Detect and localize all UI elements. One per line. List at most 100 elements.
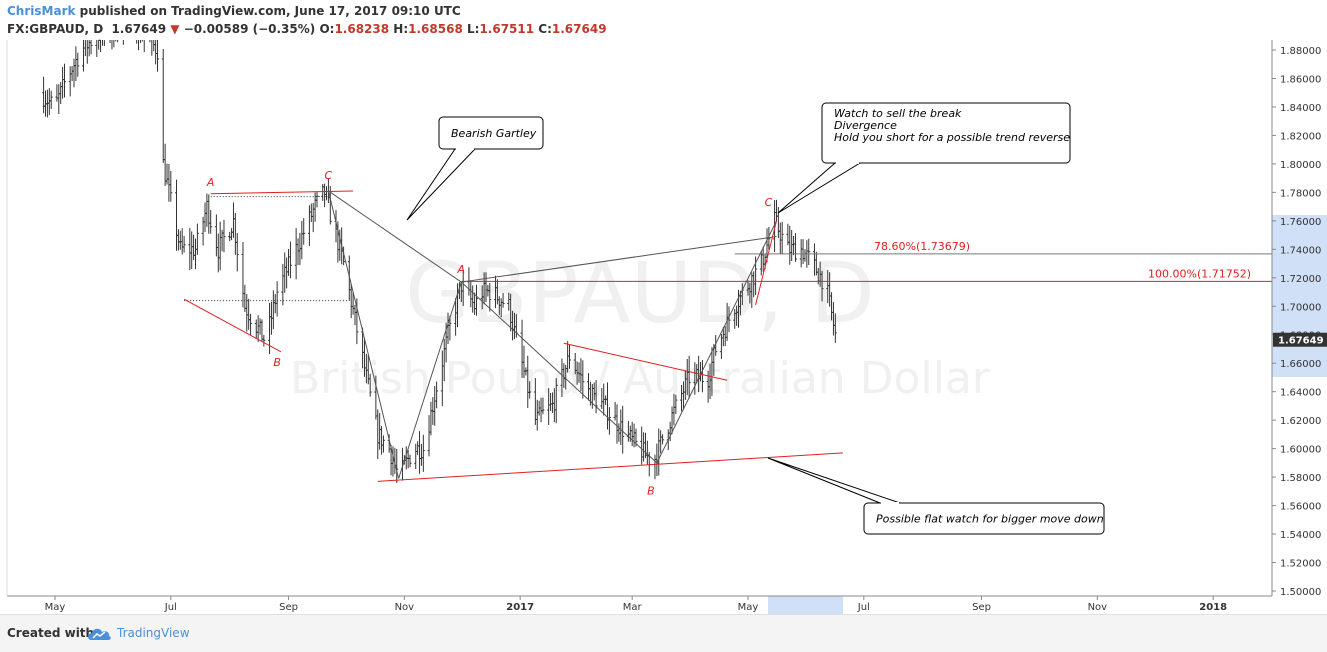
ohlc-bar [554, 378, 558, 424]
pattern-point-label: B [273, 356, 281, 369]
gartley-leg [656, 220, 777, 464]
ohlc-bar [607, 407, 611, 435]
ohlc-bar [568, 344, 572, 369]
ohlc-bar [302, 218, 306, 245]
ohlc-bar [169, 170, 173, 202]
annotation-callout: Possible flat watch for bigger move down [767, 457, 1105, 535]
ohlc-bar [820, 270, 824, 302]
x-tick-label: Sep [972, 602, 991, 613]
open-value: 1.68238 [334, 22, 390, 36]
price-chart[interactable]: GBPAUD, D British Pound / Australian Doll… [0, 0, 1327, 614]
ohlc-bar [222, 219, 226, 253]
x-tick-label: 2018 [1199, 602, 1227, 613]
y-tick-label: 1.66000 [1280, 359, 1321, 370]
ohlc-bar [368, 373, 372, 397]
y-tick-label: 1.70000 [1280, 302, 1321, 313]
published-text: published on TradingView.com, June 17, 2… [79, 4, 461, 18]
ohlc-bar [249, 313, 253, 335]
x-tick-label: Jul [164, 602, 177, 613]
ohlc-bar [448, 315, 452, 341]
pattern-line-b [183, 298, 282, 353]
callout-text: Hold you short for a possible trend reve… [834, 131, 1070, 144]
annotation-callout: Bearish Gartley [406, 116, 544, 221]
ohlc-bar [83, 40, 86, 57]
gartley-leg [398, 281, 462, 479]
y-tick-label: 1.76000 [1280, 217, 1321, 228]
ohlc-bar [421, 434, 425, 472]
y-tick-label: 1.88000 [1280, 46, 1321, 57]
ohlc-bar [687, 355, 691, 399]
symbol-label: FX:GBPAUD, D [7, 22, 104, 36]
chart-header: ChrisMark published on TradingView.com, … [0, 0, 1327, 40]
footer: Created with TradingView [0, 614, 1327, 652]
x-tick-label: Nov [395, 602, 415, 613]
ohlc-bar [95, 40, 98, 58]
ohlc-bar [501, 293, 505, 308]
ohlc-bar [528, 381, 532, 399]
ohlc-bar [209, 210, 213, 234]
ohlc-bar [275, 281, 279, 317]
watermark-name: British Pound / Australian Dollar [290, 353, 991, 404]
x-tick-label: Jul [857, 602, 870, 613]
pattern-point-label: A [457, 263, 466, 276]
y-tick-label: 1.58000 [1280, 473, 1321, 484]
fib-level-label: 78.60%(1.73679) [874, 240, 970, 253]
ohlc-line: FX:GBPAUD, D 1.67649 ▼ −0.00589 (−0.35%)… [7, 22, 607, 36]
ohlc-bar [767, 227, 771, 250]
y-tick-label: 1.54000 [1280, 530, 1321, 541]
ohlc-bar [89, 40, 93, 55]
high-value: 1.68568 [408, 22, 463, 36]
tradingview-brand-link[interactable]: TradingView [117, 626, 190, 640]
ohlc-bar [488, 283, 492, 312]
last-price-label: 1.67649 [1278, 336, 1324, 347]
ohlc-bar [156, 40, 160, 72]
low-value: 1.67511 [479, 22, 535, 36]
callout-text: Bearish Gartley [451, 127, 537, 140]
y-tick-label: 1.74000 [1280, 245, 1321, 256]
x-tick-label: Mar [623, 602, 643, 613]
ohlc-bar [661, 434, 665, 445]
y-tick-label: 1.84000 [1280, 103, 1321, 114]
fib-level-label: 100.00%(1.71752) [1148, 267, 1251, 280]
watermark-symbol: GBPAUD, D [405, 244, 875, 342]
low-label: L: [466, 22, 480, 36]
y-tick-label: 1.80000 [1280, 160, 1321, 171]
callout-box [863, 502, 1105, 535]
callout-text: Watch to sell the break [834, 107, 962, 120]
ohlc-bar [793, 233, 797, 262]
y-tick-label: 1.62000 [1280, 416, 1321, 427]
y-tick-label: 1.86000 [1280, 74, 1321, 85]
y-tick-label: 1.50000 [1280, 587, 1321, 598]
y-tick-label: 1.64000 [1280, 388, 1321, 399]
ohlc-bar [594, 380, 598, 414]
ohlc-bar [99, 39, 102, 53]
ohlc-bar [235, 233, 239, 272]
ohlc-bar [581, 360, 585, 399]
pattern-point-label: C [325, 169, 333, 182]
date-range-highlight [768, 596, 843, 614]
ohlc-bar [621, 405, 625, 454]
gartley-leg [461, 236, 777, 283]
ohlc-bar [780, 221, 784, 255]
ohlc-bar [315, 191, 319, 208]
x-tick-label: Nov [1088, 602, 1108, 613]
pattern-point-label: A [206, 176, 215, 189]
y-tick-label: 1.52000 [1280, 559, 1321, 570]
x-tick-label: 2017 [506, 602, 534, 613]
publish-line: ChrisMark published on TradingView.com, … [7, 4, 461, 18]
ohlc-bar [714, 334, 718, 356]
y-tick-label: 1.78000 [1280, 188, 1321, 199]
ohlc-bar [62, 63, 66, 98]
y-tick-label: 1.82000 [1280, 131, 1321, 142]
high-label: H: [393, 22, 409, 36]
ohlc-bar [541, 397, 545, 415]
wedge-line [563, 342, 728, 381]
open-label: O: [319, 22, 335, 36]
divergence-line [755, 220, 777, 305]
author-link[interactable]: ChrisMark [7, 4, 76, 18]
callout-box [821, 102, 1071, 164]
tradingview-cloud-icon [88, 628, 111, 640]
pattern-point-label: B [647, 484, 655, 497]
